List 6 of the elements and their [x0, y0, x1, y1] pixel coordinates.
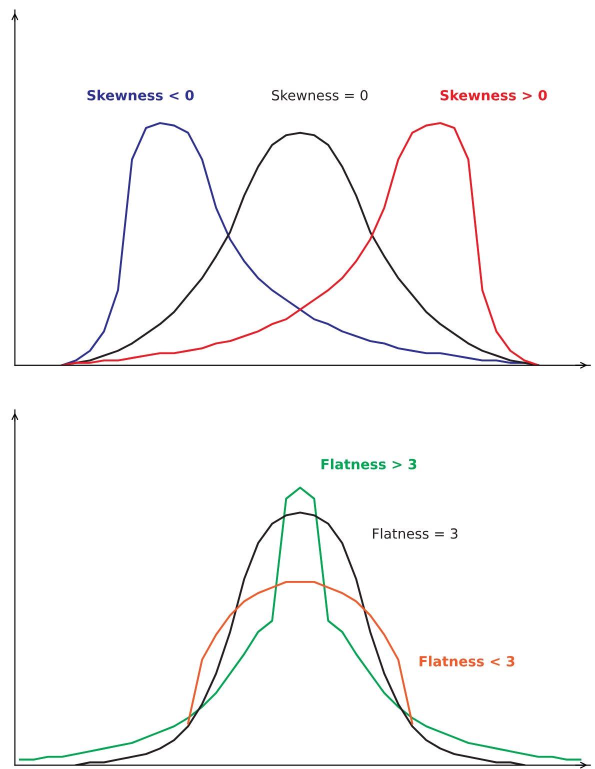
text: Flatness = 3	[372, 528, 458, 539]
text: Skewness < 0	[87, 90, 194, 100]
series-label: Flatness > 3	[322, 458, 416, 470]
text: Skewness = 0	[272, 90, 368, 100]
series-label: Flatness < 3	[420, 656, 514, 666]
series-label: Skewness > 0	[440, 90, 547, 100]
